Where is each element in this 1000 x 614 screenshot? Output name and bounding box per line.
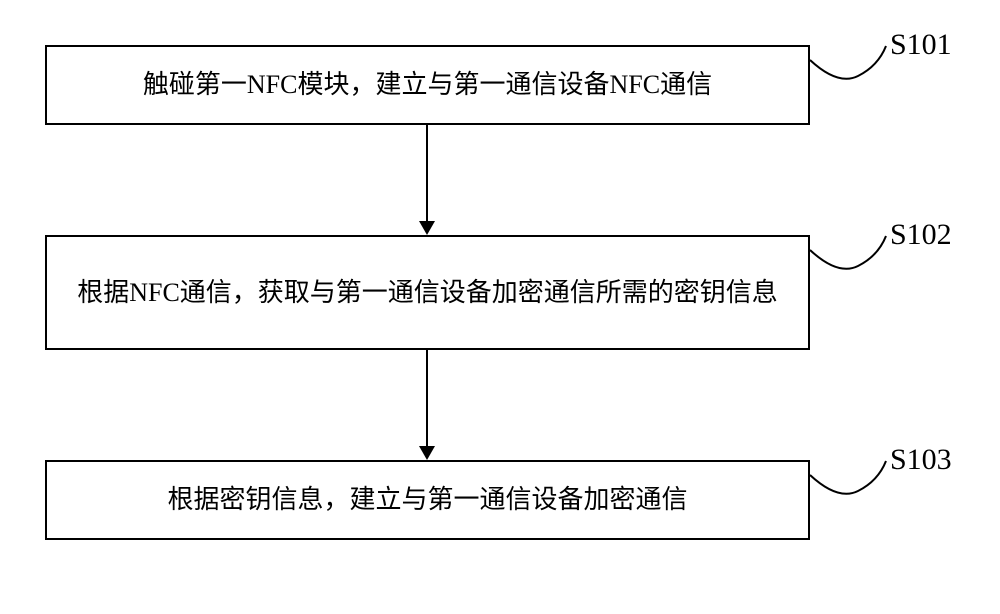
step-label-s102: S102 (890, 218, 952, 252)
arrow-2-line (426, 350, 428, 450)
step-text: 根据密钥信息，建立与第一通信设备加密通信 (167, 479, 687, 521)
label-connector-s102 (808, 228, 893, 278)
arrow-2-head (419, 446, 435, 460)
step-label-s101: S101 (890, 28, 952, 62)
flow-step-s102: 根据NFC通信，获取与第一通信设备加密通信所需的密钥信息 (45, 235, 810, 350)
label-connector-s101 (808, 38, 893, 88)
step-text: 触碰第一NFC模块，建立与第一通信设备NFC通信 (143, 64, 712, 106)
flow-step-s103: 根据密钥信息，建立与第一通信设备加密通信 (45, 460, 810, 540)
arrow-1-line (426, 125, 428, 225)
flowchart-container: 触碰第一NFC模块，建立与第一通信设备NFC通信 S101 根据NFC通信，获取… (0, 0, 1000, 614)
step-text: 根据NFC通信，获取与第一通信设备加密通信所需的密钥信息 (77, 272, 778, 314)
label-connector-s103 (808, 453, 893, 503)
flow-step-s101: 触碰第一NFC模块，建立与第一通信设备NFC通信 (45, 45, 810, 125)
arrow-1-head (419, 221, 435, 235)
step-label-s103: S103 (890, 443, 952, 477)
